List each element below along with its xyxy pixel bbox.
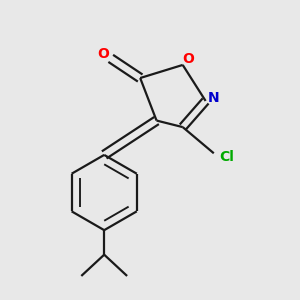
Text: O: O: [183, 52, 194, 66]
Text: N: N: [208, 91, 220, 105]
Text: Cl: Cl: [219, 149, 234, 164]
Text: O: O: [98, 47, 110, 61]
